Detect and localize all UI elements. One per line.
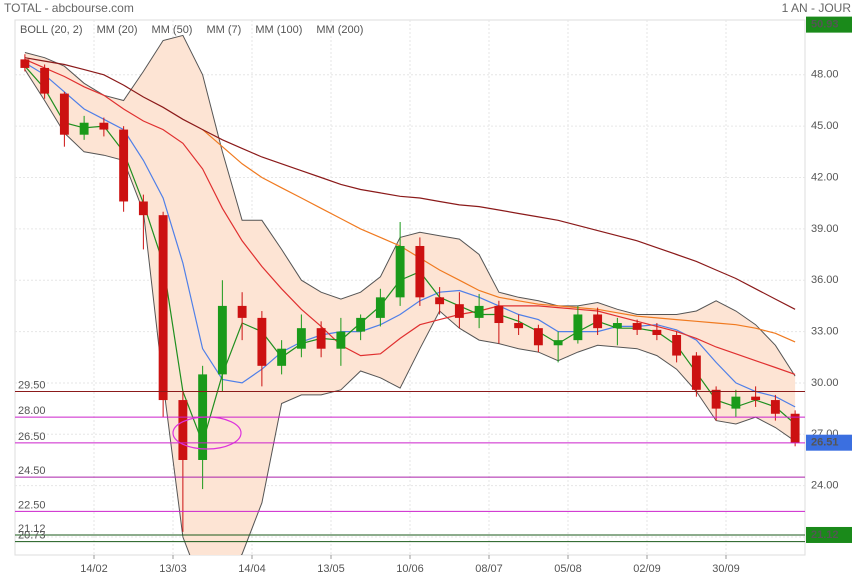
x-tick-label: 13/05 [317, 563, 345, 575]
candle-body [257, 317, 267, 366]
candle-body [20, 59, 30, 68]
legend-entry: MM (20) [97, 24, 138, 36]
x-tick-label: 30/09 [712, 563, 740, 575]
candle-body [99, 122, 109, 130]
level-label: 20.73 [18, 530, 46, 542]
candle-body [632, 323, 642, 330]
candle-body [277, 348, 287, 366]
price-box-label: 50.93 [811, 19, 839, 31]
level-label: 28.00 [18, 405, 46, 417]
bollinger-fill [24, 35, 796, 555]
x-tick-label: 02/09 [633, 563, 661, 575]
candle-body [553, 340, 563, 346]
y-tick-label: 45.00 [811, 120, 839, 132]
y-tick-label: 24.00 [811, 480, 839, 492]
candle-body [395, 245, 405, 298]
legend-entry: MM (7) [206, 24, 241, 36]
chart-title: TOTAL - abcbourse.com [4, 1, 134, 15]
candle-body [316, 328, 326, 349]
candle-body [435, 297, 445, 305]
level-label: 24.50 [18, 465, 46, 477]
price-box [806, 526, 852, 543]
bollinger-upper [24, 34, 796, 377]
legend-entry: MM (50) [152, 24, 193, 36]
y-tick-label: 42.00 [811, 171, 839, 183]
legend-entry: MM (200) [316, 24, 363, 36]
candle-body [593, 314, 603, 329]
candle-body [158, 215, 168, 401]
candle-body [652, 329, 662, 336]
candle-body [494, 305, 504, 324]
x-tick-label: 10/06 [396, 563, 424, 575]
y-tick-label: 36.00 [811, 274, 839, 286]
candle-body [691, 355, 701, 390]
candle-body [573, 314, 583, 341]
y-tick-label: 48.00 [811, 69, 839, 81]
candle-body [454, 304, 464, 318]
x-tick-label: 14/02 [80, 563, 108, 575]
candle-body [336, 331, 346, 349]
candle-body [217, 305, 227, 375]
moving-average [24, 58, 796, 375]
moving-average [24, 65, 796, 445]
x-tick-label: 14/04 [238, 563, 266, 575]
level-label: 29.50 [18, 379, 46, 391]
moving-average [202, 129, 796, 343]
candle-body [533, 328, 543, 346]
candle-body [40, 67, 50, 94]
candle-body [672, 335, 682, 356]
candle-body [770, 400, 780, 414]
price-box [806, 16, 852, 33]
moving-average [24, 62, 796, 408]
candle-body [751, 396, 761, 401]
bollinger-lower [24, 69, 796, 555]
candle-body [119, 129, 129, 202]
moving-average [24, 57, 796, 310]
x-tick-label: 05/08 [554, 563, 582, 575]
candle-body [356, 317, 366, 332]
candle-body [237, 305, 247, 318]
candle-body [731, 396, 741, 409]
x-tick-label: 13/03 [159, 563, 187, 575]
price-box-label: 21.12 [811, 529, 839, 541]
candle-body [59, 93, 69, 135]
period: 1 AN - JOUR [782, 1, 852, 15]
plot-content [15, 20, 805, 555]
x-tick-label: 08/07 [475, 563, 503, 575]
level-label: 22.50 [18, 499, 46, 511]
legend-entry: MM (100) [255, 24, 302, 36]
price-box-label: 26.51 [811, 437, 839, 449]
candle-body [612, 323, 622, 329]
level-label: 21.12 [18, 523, 46, 535]
candle-body [474, 305, 484, 318]
y-tick-label: 33.00 [811, 325, 839, 337]
candle-body [711, 389, 721, 409]
candle-body [514, 323, 524, 329]
price-box [806, 434, 852, 451]
candle-body [178, 400, 188, 460]
level-label: 26.50 [18, 431, 46, 443]
candle-body [415, 245, 425, 298]
candle-body [296, 328, 306, 349]
legend-entry: BOLL (20, 2) [20, 24, 83, 36]
candle-body [375, 297, 385, 318]
candle-body [79, 122, 89, 135]
y-tick-label: 30.00 [811, 377, 839, 389]
y-tick-label: 39.00 [811, 223, 839, 235]
candle-body [790, 413, 800, 443]
candle-body [138, 201, 148, 216]
